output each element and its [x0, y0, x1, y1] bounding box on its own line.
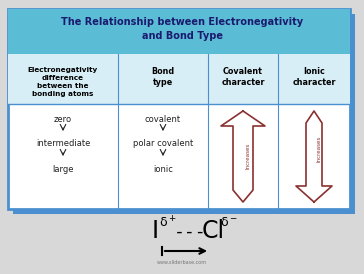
Text: and Bond Type: and Bond Type [142, 31, 222, 41]
Text: www.sliderbase.com: www.sliderbase.com [157, 259, 207, 264]
Text: polar covalent: polar covalent [133, 139, 193, 149]
Text: The Relationship between Electronegativity: The Relationship between Electronegativi… [61, 17, 303, 27]
Text: large: large [52, 164, 74, 173]
Bar [8, 54, 350, 104]
Text: Covalent
character: Covalent character [221, 67, 265, 87]
Text: ---: --- [174, 223, 206, 241]
Text: ionic: ionic [153, 164, 173, 173]
Text: I: I [151, 219, 159, 243]
Bar [8, 9, 350, 54]
Text: Increases: Increases [245, 143, 250, 169]
Text: Ionic
character: Ionic character [292, 67, 336, 87]
Text: Increases: Increases [317, 136, 321, 162]
Text: intermediate: intermediate [36, 139, 90, 149]
Bar [8, 9, 350, 209]
Text: $\mathregular{\delta^+}$: $\mathregular{\delta^+}$ [159, 215, 177, 231]
Text: Electronegativity
difference
between the
bonding atoms: Electronegativity difference between the… [28, 67, 98, 97]
Text: covalent: covalent [145, 115, 181, 124]
Text: Cl: Cl [201, 219, 225, 243]
Text: $\mathregular{\delta^-}$: $\mathregular{\delta^-}$ [220, 216, 238, 230]
Text: zero: zero [54, 115, 72, 124]
Text: Bond
type: Bond type [151, 67, 175, 87]
Bar [13, 14, 355, 214]
